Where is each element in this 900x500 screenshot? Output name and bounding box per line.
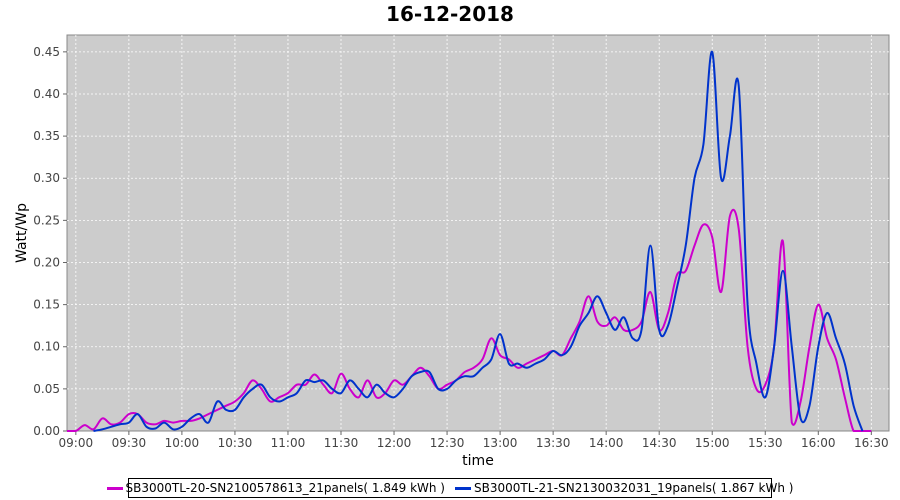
- x-axis-label: time: [462, 453, 494, 469]
- y-tick-label: 0.45: [33, 45, 60, 59]
- x-tick-label: 14:30: [642, 436, 677, 450]
- x-tick-label: 15:00: [695, 436, 730, 450]
- series-layer: [67, 50, 872, 432]
- x-tick-label: 10:30: [218, 436, 253, 450]
- x-tick-label: 11:00: [271, 436, 306, 450]
- x-tick-label: 09:00: [59, 436, 94, 450]
- x-tick-label: 09:30: [112, 436, 147, 450]
- x-tick-label: 16:30: [854, 436, 889, 450]
- legend-label-series-2: SB3000TL-21-SN2130032031_19panels( 1.867…: [474, 481, 794, 495]
- y-tick-label: 0.10: [33, 340, 60, 354]
- legend-swatch-series-1: [106, 486, 123, 490]
- y-tick-label: 0.15: [33, 298, 60, 312]
- axis-layer: 09:00 09:30 10:00 10:30 11:00 11:30 12:00 12:30…: [33, 45, 888, 450]
- x-tick-label: 13:00: [483, 436, 518, 450]
- x-tick-label: 12:30: [430, 436, 465, 450]
- x-tick-label: 15:30: [748, 436, 783, 450]
- legend-item-series-1: SB3000TL-20-SN2100578613_21panels( 1.849…: [106, 481, 445, 495]
- y-tick-label: 0.35: [33, 129, 60, 143]
- legend-item-series-2: SB3000TL-21-SN2130032031_19panels( 1.867…: [455, 481, 793, 495]
- x-tick-label: 12:00: [377, 436, 412, 450]
- x-tick-label: 14:00: [589, 436, 624, 450]
- legend-label-series-1: SB3000TL-20-SN2100578613_21panels( 1.849…: [125, 481, 445, 495]
- y-tick-label: 0.25: [33, 213, 60, 227]
- series-line-2: [93, 50, 864, 432]
- y-tick-label: 0.20: [33, 255, 60, 269]
- x-tick-label: 16:00: [801, 436, 836, 450]
- x-tick-label: 11:30: [324, 436, 359, 450]
- x-tick-label: 13:30: [536, 436, 571, 450]
- chart-title: 16-12-2018: [386, 2, 514, 26]
- y-tick-label: 0.00: [33, 424, 60, 438]
- y-axis-label: Watt/Wp: [14, 203, 30, 263]
- legend-swatch-series-2: [455, 486, 471, 490]
- y-tick-label: 0.30: [33, 171, 60, 185]
- y-tick-label: 0.05: [33, 382, 60, 396]
- y-tick-label: 0.40: [33, 87, 60, 101]
- chart-svg: 09:00 09:30 10:00 10:30 11:00 11:30 12:00 12:30…: [14, 34, 890, 469]
- x-tick-label: 10:00: [165, 436, 200, 450]
- legend: SB3000TL-20-SN2100578613_21panels( 1.849…: [106, 478, 793, 498]
